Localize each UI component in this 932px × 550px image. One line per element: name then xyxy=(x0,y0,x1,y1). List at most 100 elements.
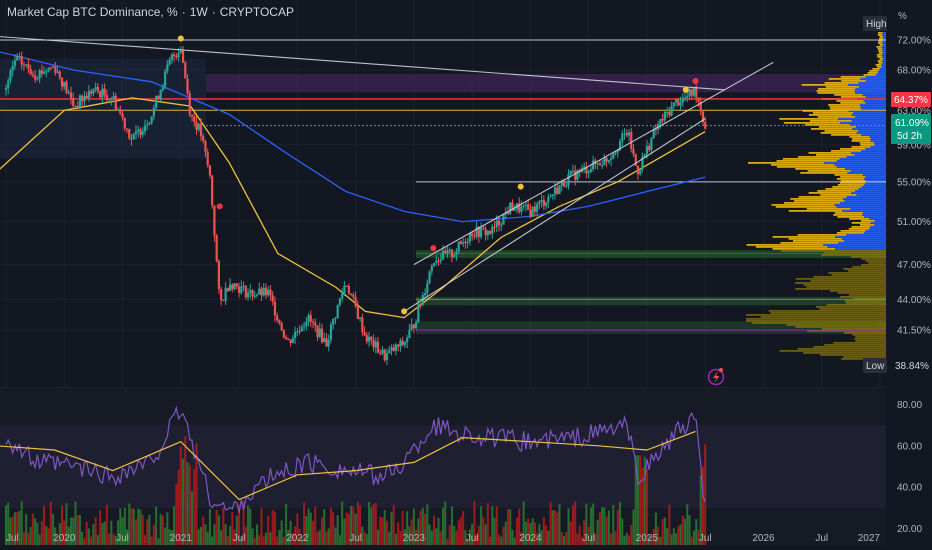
volume-bar xyxy=(199,526,202,545)
volume-bar xyxy=(249,508,252,545)
candle-body xyxy=(170,54,173,60)
candle-body xyxy=(403,342,407,345)
volume-bar xyxy=(235,515,238,545)
candle-body xyxy=(399,340,402,347)
candle-body xyxy=(103,88,106,96)
volume-bar xyxy=(242,501,245,545)
price-axis[interactable]: 72.00% 68.00% 63.00% 59.00% 55.00% 51.00% 47.0… xyxy=(886,0,932,550)
time-axis[interactable]: Jul 2020 Jul 2021 Jul 2022 Jul 2023 Jul 2024 Jul 20… xyxy=(6,533,880,544)
candle-body xyxy=(208,165,212,176)
volume-bar xyxy=(152,525,155,545)
volume-profile-bar xyxy=(848,84,886,86)
volume-profile-bar xyxy=(846,196,886,198)
volume-bar xyxy=(639,455,642,545)
candle-body xyxy=(47,67,50,72)
volume-profile-bar xyxy=(855,336,886,338)
candle-body xyxy=(159,89,162,100)
volume-profile-bar xyxy=(824,252,886,254)
candle-body xyxy=(437,260,440,262)
volume-profile-bar xyxy=(878,52,883,54)
candle-body xyxy=(314,322,317,326)
candle-body xyxy=(574,170,577,180)
volume-profile-bar xyxy=(872,68,880,70)
candle-body xyxy=(603,157,606,166)
candle-body xyxy=(639,169,642,175)
candle-body xyxy=(320,328,324,343)
low-label-bg xyxy=(863,358,887,373)
volume-bar xyxy=(226,536,229,545)
volume-profile-bar xyxy=(865,260,886,262)
volume-profile-bar xyxy=(843,332,886,334)
candle-body xyxy=(217,261,220,290)
volume-profile-bar xyxy=(815,306,886,308)
candle-body xyxy=(379,352,382,354)
volume-profile-bar xyxy=(877,34,883,36)
volume-profile-bar xyxy=(834,204,886,206)
volume-profile-bar xyxy=(840,102,866,104)
red-line-price-bg xyxy=(891,91,931,107)
support-zone xyxy=(416,296,886,306)
volume-profile-bar xyxy=(824,82,859,84)
volume-profile-bar xyxy=(881,54,886,56)
candle-body xyxy=(63,81,66,87)
volume-bar xyxy=(123,507,126,545)
volume-profile-bar xyxy=(831,134,862,136)
candle-body xyxy=(408,329,411,339)
candle-body xyxy=(352,294,355,297)
volume-profile-bar xyxy=(746,318,886,320)
candle-body xyxy=(258,288,261,295)
candle-body xyxy=(419,304,422,306)
volume-profile-bar xyxy=(849,218,870,220)
candle-body xyxy=(199,123,203,137)
volume-bar xyxy=(419,510,422,545)
candle-body xyxy=(20,56,23,65)
candle-body xyxy=(128,129,131,139)
candle-body xyxy=(632,148,635,154)
candle-body xyxy=(112,95,115,100)
time-tick-label: Jul xyxy=(582,533,595,544)
candle-body xyxy=(141,131,144,135)
candle-body xyxy=(522,205,525,207)
volume-bar xyxy=(549,501,552,545)
volume-profile-bar xyxy=(855,88,886,90)
volume-profile-bar xyxy=(874,144,886,146)
volume-bar xyxy=(296,513,299,545)
alert-lightning-icon[interactable] xyxy=(707,368,725,386)
candle-body xyxy=(652,129,655,139)
candle-body xyxy=(553,187,557,195)
volume-profile-bar xyxy=(771,204,835,206)
candle-body xyxy=(237,286,241,293)
volume-profile-bar xyxy=(788,210,843,212)
chart-title[interactable]: Market Cap BTC Dominance, % · 1W · CRYPTOCAP xyxy=(7,5,298,19)
candle-body xyxy=(235,283,238,287)
candle-body xyxy=(598,163,601,166)
candle-body xyxy=(302,325,306,328)
volume-bar xyxy=(455,530,458,545)
moving-average-line xyxy=(0,51,706,223)
volume-bar xyxy=(500,536,503,545)
candle-body xyxy=(589,169,593,172)
candle-body xyxy=(325,338,328,347)
volume-profile-bar xyxy=(854,90,886,92)
candle-body xyxy=(338,298,342,305)
volume-profile-bar xyxy=(883,58,886,60)
volume-profile-bar xyxy=(795,278,886,280)
volume-bar xyxy=(663,517,666,545)
volume-profile-bar xyxy=(843,268,886,270)
price-tick-label: 68.00% xyxy=(897,66,931,77)
high-label: High xyxy=(866,19,887,30)
candle-body xyxy=(370,336,373,341)
candle-body xyxy=(612,153,615,159)
volume-bar xyxy=(446,538,449,545)
candle-body xyxy=(533,206,536,212)
candle-body xyxy=(630,132,633,149)
volume-profile-bar xyxy=(858,82,886,84)
time-tick-label: 2022 xyxy=(286,533,309,544)
candle-body xyxy=(441,250,445,260)
volume-bar xyxy=(681,515,684,545)
price-tick-label: 41.50% xyxy=(897,326,931,337)
volume-bar xyxy=(38,534,41,545)
volume-profile-bar xyxy=(882,60,886,62)
volume-profile-bar xyxy=(859,142,875,144)
